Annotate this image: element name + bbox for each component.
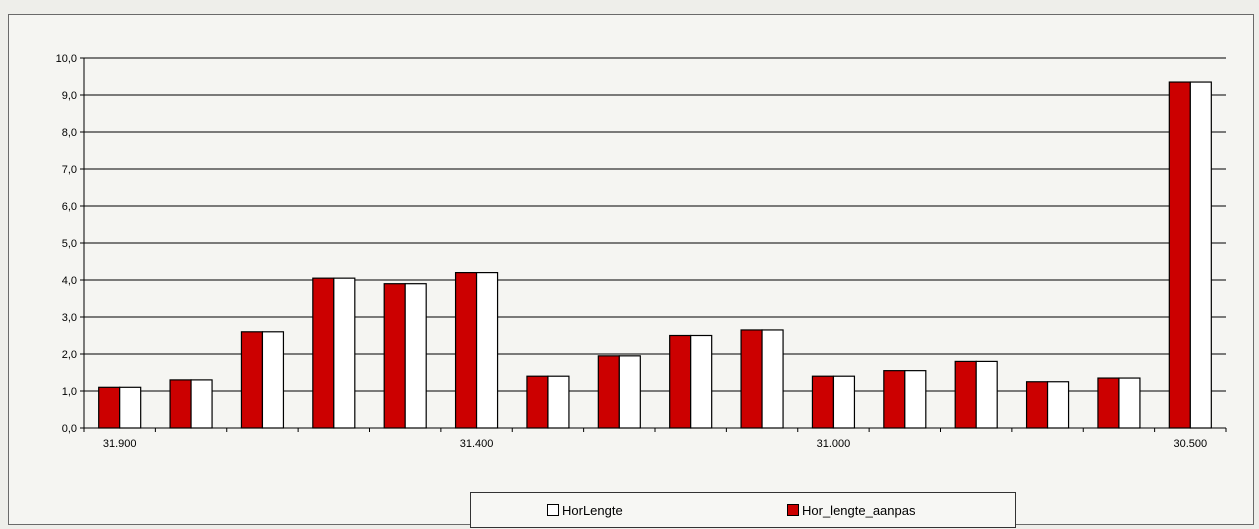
- y-tick-label: 7,0: [62, 164, 77, 176]
- bar-horlengte: [761, 329, 784, 429]
- bar-hor-lengte-aanpas: [954, 360, 977, 429]
- bar-horlengte: [190, 379, 213, 429]
- bar-horlengte: [333, 277, 356, 429]
- bar-hor-lengte-aanpas: [526, 375, 549, 429]
- legend-label-horlengte: HorLengte: [562, 502, 623, 518]
- y-tick-label: 3,0: [62, 312, 77, 324]
- bar-horlengte: [404, 283, 427, 429]
- x-tick-label: 31.000: [817, 438, 851, 450]
- bar-hor-lengte-aanpas: [669, 334, 692, 429]
- y-tick-label: 1,0: [62, 386, 77, 398]
- y-tick-label: 8,0: [62, 127, 77, 139]
- legend-swatch-white: [547, 504, 559, 516]
- bar-horlengte: [618, 355, 641, 429]
- y-tick-label: 4,0: [62, 275, 77, 287]
- bar-horlengte: [975, 360, 998, 429]
- y-tick-label: 10,0: [56, 53, 77, 65]
- bar-hor-lengte-aanpas: [740, 329, 763, 429]
- y-tick-label: 6,0: [62, 201, 77, 213]
- legend-item-hor-lengte-aanpas: Hor_lengte_aanpas: [787, 501, 915, 519]
- y-tick-label: 2,0: [62, 349, 77, 361]
- bar-hor-lengte-aanpas: [597, 355, 620, 429]
- bar-hor-lengte-aanpas: [1168, 81, 1191, 429]
- bar-hor-lengte-aanpas: [312, 277, 335, 429]
- bar-horlengte: [904, 370, 927, 429]
- x-tick-label: 31.400: [460, 438, 494, 450]
- bar-hor-lengte-aanpas: [1025, 381, 1049, 429]
- bar-chart: 0,0 1,0 2,0 3,0 4,0 5,0 6,0 7,0 8,0 9,0 10,0 31.900…: [56, 53, 1227, 450]
- legend-item-horlengte: HorLengte: [547, 501, 623, 519]
- chart-frame: 0,0 1,0 2,0 3,0 4,0 5,0 6,0 7,0 8,0 9,0 10,0 31.900…: [8, 14, 1254, 528]
- bar-hor-lengte-aanpas: [883, 370, 906, 429]
- bar-hor-lengte-aanpas: [169, 379, 192, 429]
- legend-label-hor-lengte-aanpas: Hor_lengte_aanpas: [802, 502, 916, 518]
- bar-horlengte: [690, 334, 713, 429]
- bar-horlengte: [1118, 377, 1141, 429]
- bar-horlengte: [1046, 381, 1070, 429]
- x-tick-label: 30.500: [1173, 438, 1207, 450]
- bar-horlengte: [1189, 81, 1212, 429]
- y-tick-label: 0,0: [62, 423, 77, 435]
- bar-horlengte: [261, 331, 285, 429]
- bar-hor-lengte-aanpas: [454, 272, 478, 429]
- bar-hor-lengte-aanpas: [240, 331, 264, 429]
- bar-hor-lengte-aanpas: [383, 283, 406, 429]
- bar-horlengte: [547, 375, 570, 429]
- bar-hor-lengte-aanpas: [1097, 377, 1120, 429]
- bar-horlengte: [119, 386, 142, 429]
- bar-hor-lengte-aanpas: [811, 375, 835, 429]
- bar-horlengte: [475, 272, 499, 429]
- x-tick-label: 31.900: [103, 438, 137, 450]
- bar-horlengte: [832, 375, 856, 429]
- bar-hor-lengte-aanpas: [98, 386, 121, 429]
- legend-swatch-red: [787, 504, 799, 516]
- y-tick-label: 9,0: [62, 90, 77, 102]
- legend: HorLengte Hor_lengte_aanpas: [470, 492, 1016, 528]
- y-tick-label: 5,0: [62, 238, 77, 250]
